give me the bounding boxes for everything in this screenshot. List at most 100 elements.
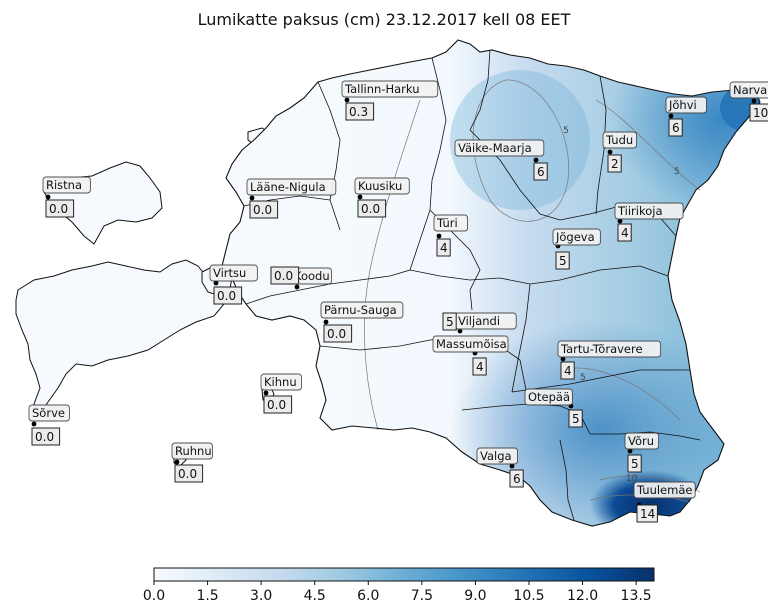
station-name: Sõrve — [32, 406, 65, 420]
station-name-box — [557, 340, 662, 358]
station-marker[interactable]: Tartu-Tõravere 4 — [557, 340, 662, 380]
saaremaa-island — [15, 259, 225, 415]
colorbar-gradient — [153, 567, 655, 582]
contour-lines — [364, 79, 701, 503]
station-marker[interactable]: Lääne-Nigula 0.0 — [246, 178, 337, 219]
colorbar-tick-label: 7.5 — [411, 588, 433, 604]
station-value: 5 — [572, 412, 580, 426]
station-name: Pärnu-Sauga — [324, 303, 397, 317]
station-name: Jõgeva — [555, 230, 595, 244]
station-name: Kuusiku — [358, 179, 402, 193]
station-value: 4 — [621, 226, 629, 240]
station-point — [263, 390, 269, 396]
station-value-box — [174, 464, 204, 483]
station-marker[interactable]: Jõgeva 5 — [552, 228, 601, 270]
station-marker[interactable]: Tallinn-Harku 0.3 — [341, 80, 439, 121]
station-value: 5 — [446, 315, 454, 329]
station-name: Kihnu — [264, 375, 297, 389]
station-value-box — [472, 357, 487, 376]
station-name: Tuulemäe — [636, 483, 692, 497]
station-value: 0.0 — [178, 467, 197, 481]
station-value: 0.0 — [217, 289, 236, 303]
station-name: Valga — [480, 449, 512, 463]
station-point — [509, 463, 515, 469]
station-point — [560, 356, 566, 362]
station-name-box — [246, 178, 337, 196]
station-value: 0.0 — [274, 269, 293, 283]
station-value: 4 — [564, 364, 572, 378]
station-value-box — [607, 154, 622, 173]
station-value: 5 — [559, 254, 567, 268]
station-name-box — [624, 432, 660, 450]
station-name: Viljandi — [458, 314, 500, 328]
station-marker[interactable]: Kihnu 0.0 — [260, 373, 302, 414]
station-value: 0.3 — [349, 105, 368, 119]
station-marker[interactable]: Pärnu-Sauga 0.0 — [320, 301, 404, 343]
station-name-box — [602, 131, 638, 149]
station-name: Koodu — [294, 269, 330, 283]
station-value-box — [568, 409, 583, 428]
station-value-box — [249, 200, 279, 219]
station-marker[interactable]: Türi 4 — [433, 214, 469, 257]
station-marker[interactable]: Sõrve 0.0 — [28, 404, 70, 446]
station-point — [174, 459, 180, 465]
station-value: 6 — [537, 165, 545, 179]
station-marker[interactable]: Tudu 2 — [602, 131, 638, 173]
station-value: 0.0 — [49, 202, 68, 216]
colorbar-tick-label: 10.5 — [513, 588, 544, 604]
station-value-box — [213, 286, 243, 305]
station-point — [31, 421, 37, 427]
station-point — [344, 97, 350, 103]
station-value-box — [560, 361, 575, 380]
station-value: 0.0 — [35, 430, 54, 444]
station-name: Otepää — [528, 390, 570, 404]
station-name-box — [260, 373, 302, 391]
station-marker[interactable]: Jõhvi 6 — [665, 96, 707, 137]
station-value-box — [627, 454, 642, 473]
station-name-box — [454, 139, 545, 157]
station-name-box — [354, 177, 410, 195]
station-marker[interactable]: Ristna 0.0 — [42, 176, 91, 218]
station-name-box — [729, 81, 768, 99]
station-value: 4 — [476, 360, 484, 374]
station-name-box — [209, 264, 258, 282]
station-name-box — [633, 481, 696, 499]
station-marker[interactable]: Narva 10 — [729, 81, 768, 122]
colorbar-tick-label: 4.5 — [304, 588, 326, 604]
station-marker[interactable]: Viljandi 5 — [442, 312, 517, 334]
station-point — [668, 113, 674, 119]
station-point — [457, 328, 463, 334]
colorbar-tick-label: 1.5 — [196, 588, 218, 604]
station-name: Ristna — [46, 178, 82, 192]
station-marker[interactable]: Ruhnu 0.0 — [171, 442, 213, 483]
station-marker[interactable]: Tuulemäe 14 — [633, 481, 696, 523]
station-name: Tallinn-Harku — [344, 82, 420, 96]
station-name-box — [552, 228, 601, 246]
station-name-box — [42, 176, 91, 194]
station-name: Virtsu — [213, 266, 246, 280]
station-name-box — [432, 335, 509, 353]
station-value: 2 — [611, 157, 619, 171]
station-name: Jõhvi — [668, 98, 697, 112]
station-value-box — [357, 199, 387, 218]
station-value-box — [668, 118, 683, 137]
station-name-box — [28, 404, 70, 422]
station-marker[interactable]: Massumõisa 4 — [432, 335, 509, 376]
station-name: Tiirikoja — [617, 204, 663, 218]
station-marker[interactable]: Väike-Maarja 6 — [454, 139, 548, 181]
station-value-box — [509, 469, 524, 488]
station-marker[interactable]: Kuusiku 0.0 — [354, 177, 410, 218]
station-marker[interactable]: Tiirikoja 4 — [614, 202, 684, 242]
station-marker[interactable]: Virtsu 0.0 — [209, 264, 258, 305]
station-name: Tudu — [605, 133, 633, 147]
station-marker[interactable]: Võru 5 — [624, 432, 660, 473]
station-point — [436, 233, 442, 239]
station-value-box — [617, 223, 632, 242]
station-value-box — [533, 162, 548, 181]
station-value: 5 — [631, 457, 639, 471]
station-value: 6 — [672, 121, 680, 135]
